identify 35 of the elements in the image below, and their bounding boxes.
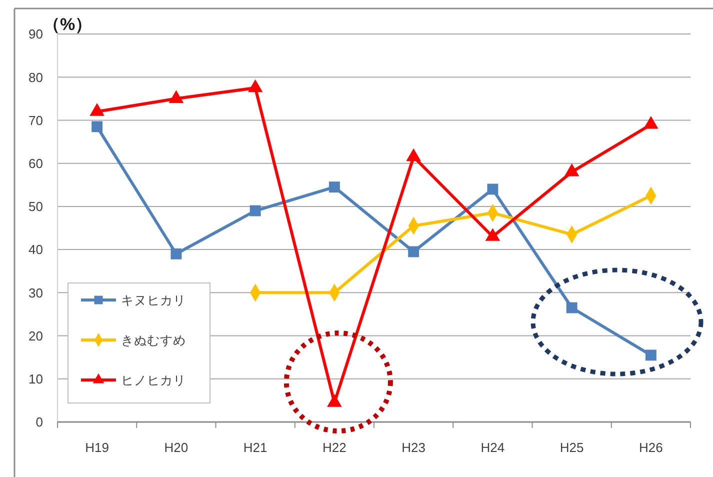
y-tick-label: 0 (36, 414, 43, 430)
x-tick-label: H21 (243, 440, 268, 455)
y-tick-label: 60 (28, 156, 43, 172)
y-tick-label: 10 (28, 372, 43, 387)
y-tick-label: 30 (28, 285, 43, 300)
legend-label: キヌヒカリ (121, 294, 186, 308)
x-tick-label: H20 (164, 440, 188, 455)
y-tick-label: 40 (28, 242, 43, 258)
x-tick-label: H24 (480, 440, 505, 455)
point (90, 103, 104, 116)
point (170, 248, 182, 260)
point (248, 79, 263, 92)
y-axis-title: （%） (43, 15, 92, 34)
x-tick-label: H19 (85, 440, 109, 455)
y-tick-label: 90 (28, 26, 43, 42)
x-tick-label: H25 (560, 440, 584, 455)
point (408, 246, 420, 258)
point (250, 205, 261, 216)
point (406, 148, 421, 162)
y-tick-label: 80 (28, 70, 43, 85)
point (566, 302, 578, 314)
point (644, 116, 658, 129)
x-tick-label: H22 (322, 440, 346, 455)
x-tick-label: H23 (402, 440, 426, 455)
point (564, 163, 580, 176)
y-tick-label: 20 (28, 328, 43, 344)
y-tick-label: 70 (28, 112, 43, 128)
point (168, 90, 184, 103)
point (328, 182, 340, 193)
x-tick-label: H26 (639, 440, 663, 455)
y-tick-label: 50 (28, 199, 43, 214)
legend-label: ヒノヒカリ (121, 374, 186, 388)
legend-label: きぬむすめ (121, 334, 186, 348)
point (645, 350, 656, 361)
point (487, 184, 498, 195)
